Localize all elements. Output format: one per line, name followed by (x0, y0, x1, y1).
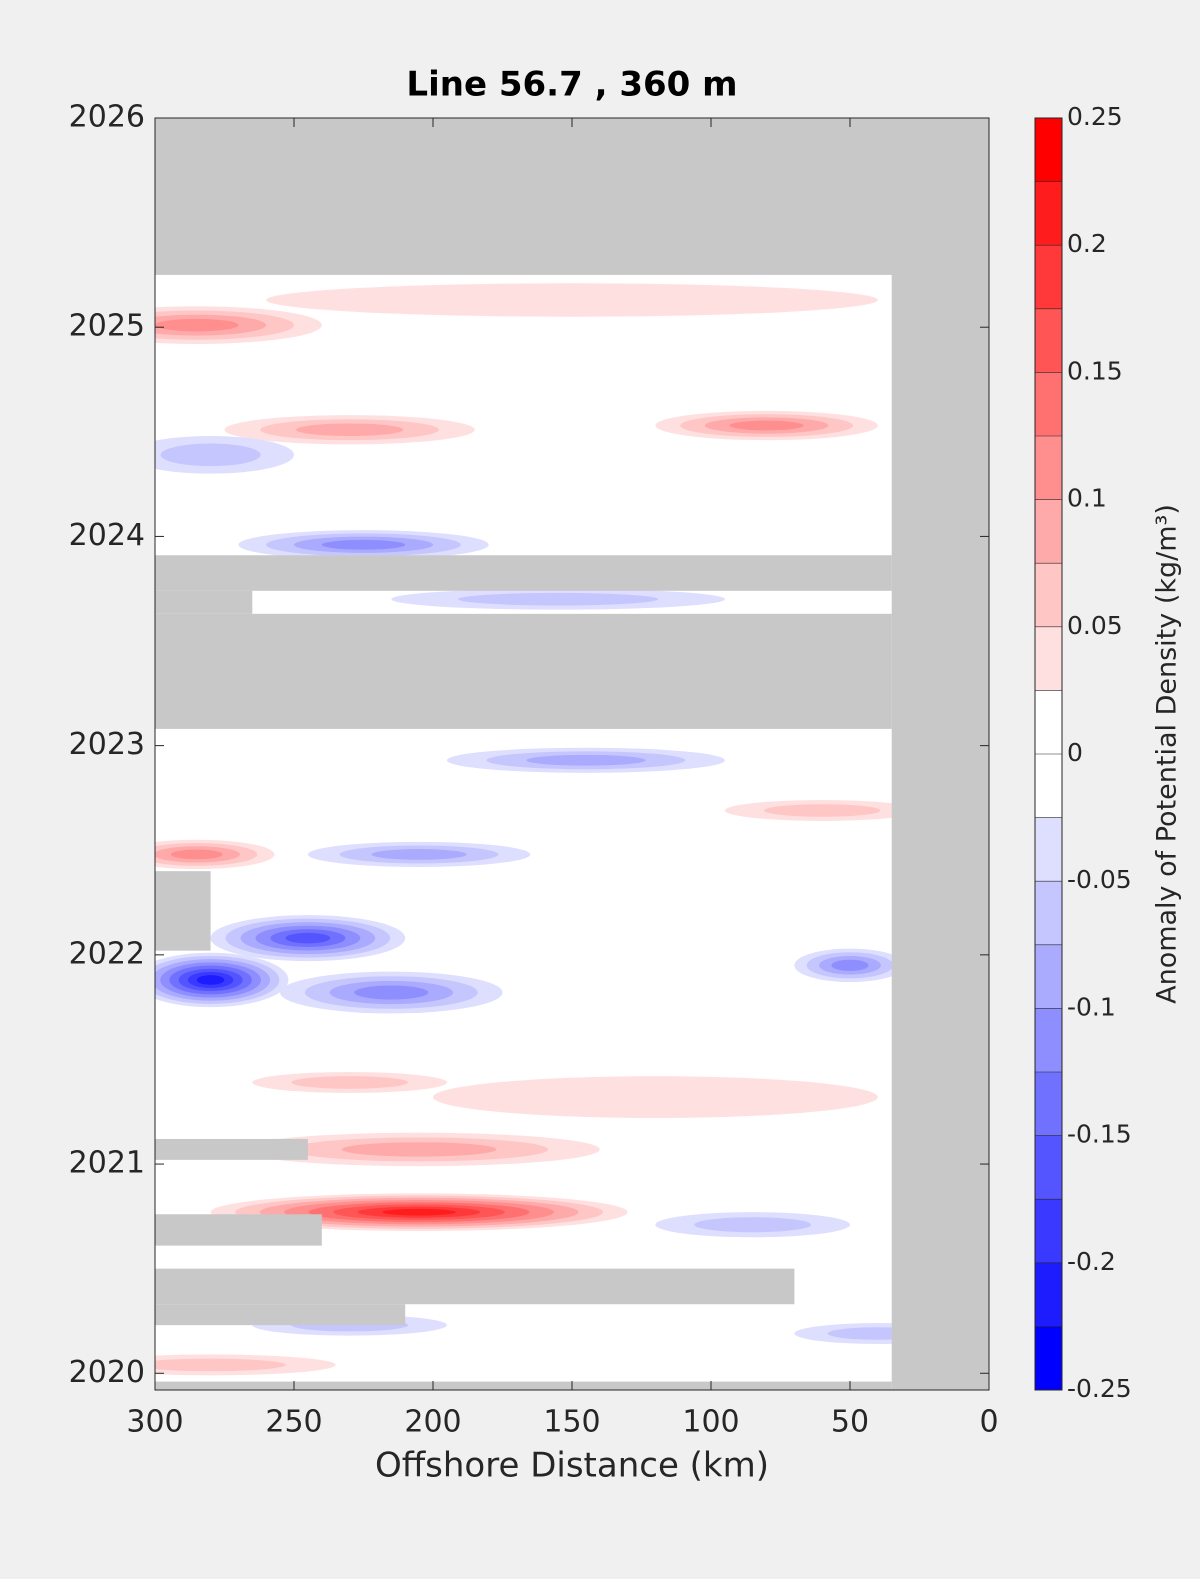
colorbar-band (1035, 1262, 1062, 1327)
colorbar-band (1035, 944, 1062, 1009)
mask (155, 1304, 406, 1326)
contour-band (371, 849, 467, 860)
x-tick-label: 300 (126, 1405, 183, 1440)
contour-band (291, 1076, 408, 1089)
contour-band (526, 754, 646, 766)
colorbar-band (1035, 118, 1062, 182)
colorbar-band (1035, 1135, 1062, 1200)
colorbar-band (1035, 308, 1062, 373)
contour-band (155, 1358, 286, 1372)
contour-band (170, 849, 223, 860)
colorbar-band (1035, 245, 1062, 309)
y-tick-label: 2022 (69, 936, 145, 971)
colorbar-band (1035, 1326, 1062, 1390)
contour-band (831, 959, 869, 971)
y-tick-label: 2023 (69, 727, 145, 762)
colorbar-band (1035, 690, 1062, 754)
mask (155, 1138, 308, 1160)
mask (155, 555, 892, 591)
contour-band (341, 1142, 497, 1157)
mask (891, 118, 989, 1390)
contour-band (321, 539, 406, 550)
contour-band (382, 1208, 456, 1216)
mask (155, 590, 253, 614)
colorbar-band (1035, 1199, 1062, 1263)
colorbar-tick-label: -0.15 (1067, 1120, 1132, 1149)
colorbar-band (1035, 372, 1062, 436)
colorbar-tick-label: -0.25 (1067, 1374, 1132, 1403)
colorbar-band (1035, 436, 1062, 500)
colorbar-band (1035, 499, 1062, 564)
colorbar-tick-label: 0.05 (1067, 611, 1123, 640)
mask (155, 118, 989, 275)
mask (155, 871, 211, 951)
colorbar-tick-label: 0.25 (1067, 102, 1123, 131)
colorbar-tick-label: 0.15 (1067, 356, 1123, 385)
x-tick-label: 100 (682, 1405, 739, 1440)
x-tick-label: 250 (265, 1405, 322, 1440)
colorbar-band (1035, 1072, 1062, 1136)
colorbar-tick-label: -0.2 (1067, 1247, 1116, 1276)
colorbar-band (1035, 626, 1062, 691)
mask (155, 613, 892, 729)
colorbar-frame (1034, 117, 1063, 1391)
x-tick-label: 150 (543, 1405, 600, 1440)
colorbar-label: Anomaly of Potential Density (kg/m³) (1152, 504, 1183, 1004)
x-axis-label: Offshore Distance (km) (375, 1446, 769, 1486)
contour-fills (155, 118, 989, 1390)
y-tick-label: 2024 (69, 518, 145, 553)
contour-band (433, 1076, 878, 1119)
contour-band (160, 443, 261, 467)
colorbar-band (1035, 563, 1062, 627)
mask (155, 1214, 322, 1246)
colorbar-tick-label: 0.2 (1067, 229, 1107, 258)
contour-band (694, 1217, 812, 1233)
colorbar-tick-label: 0.1 (1067, 484, 1107, 513)
colorbar-band (1035, 817, 1062, 882)
contour-band (196, 975, 225, 985)
colorbar-band (1035, 881, 1062, 945)
y-tick-label: 2026 (69, 100, 145, 135)
contour-band (266, 283, 878, 317)
colorbar-band (1035, 181, 1062, 246)
y-tick-label: 2021 (69, 1146, 145, 1181)
contour-band (295, 423, 404, 437)
x-tick-label: 50 (831, 1405, 869, 1440)
contour-band (354, 985, 429, 1000)
colorbar-band (1035, 1008, 1062, 1072)
colorbar-tick-label: -0.1 (1067, 992, 1116, 1021)
colorbar-tick-label: -0.05 (1067, 865, 1132, 894)
mask (155, 1268, 795, 1305)
colorbar-band (1035, 754, 1062, 818)
x-tick-label: 200 (404, 1405, 461, 1440)
chart-title: Line 56.7 , 360 m (406, 65, 737, 105)
colorbar-tick-label: 0 (1067, 738, 1083, 767)
contour-band (729, 420, 804, 431)
x-tick-label: 0 (979, 1405, 998, 1440)
y-tick-label: 2020 (69, 1355, 145, 1390)
contour-band (155, 318, 239, 332)
contour-band (458, 592, 659, 606)
mask (155, 1381, 892, 1390)
contour-band (763, 804, 881, 817)
y-tick-label: 2025 (69, 309, 145, 344)
contour-band (285, 932, 331, 944)
